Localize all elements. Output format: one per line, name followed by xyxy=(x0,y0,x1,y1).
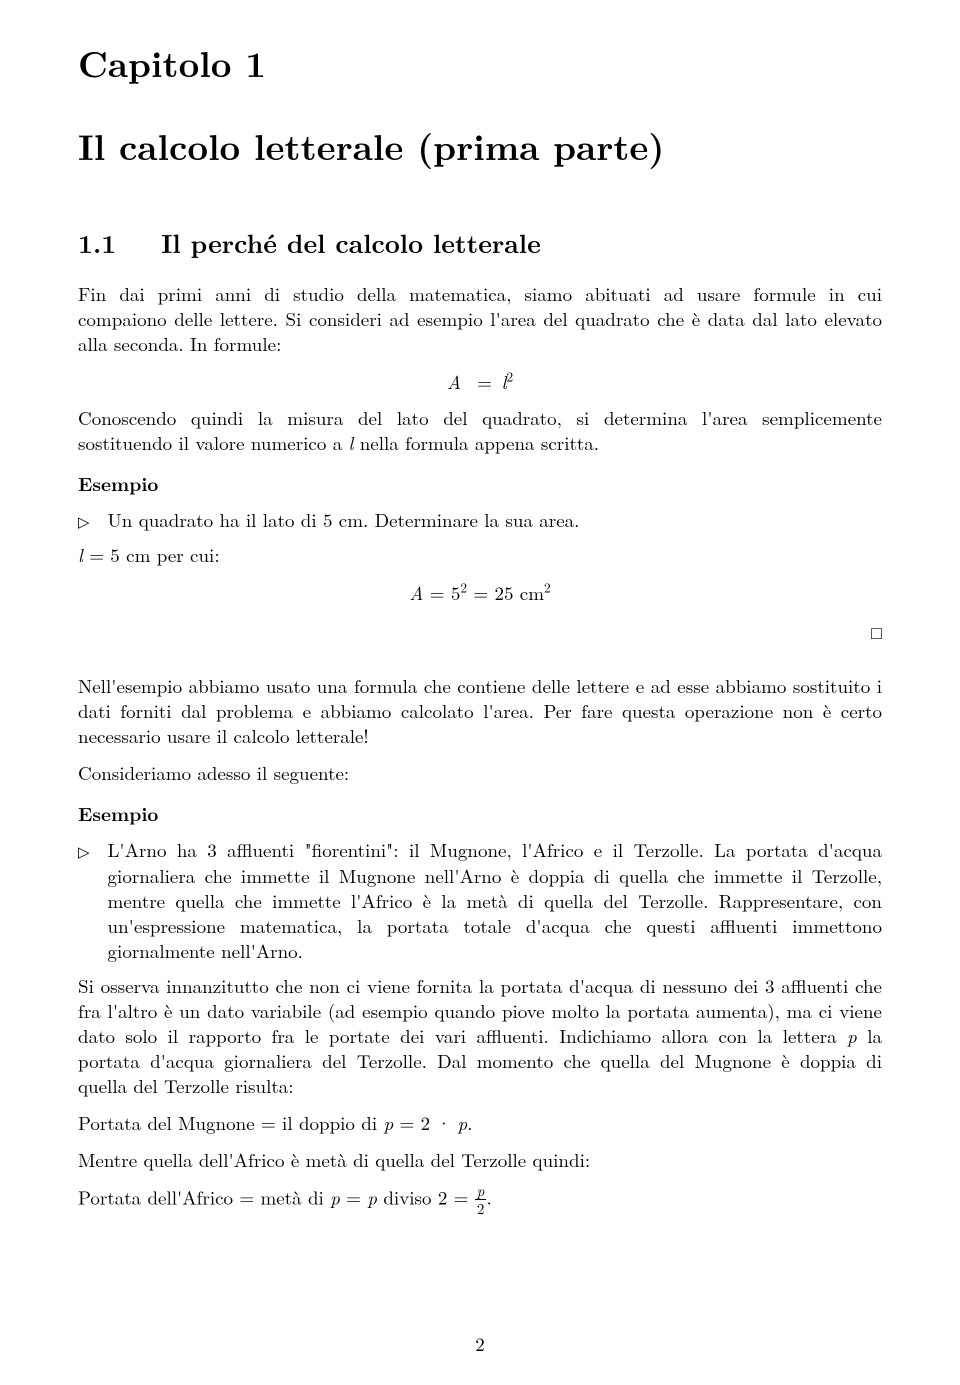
formula-eq: = xyxy=(468,368,502,395)
section-number: 1.1 xyxy=(78,224,116,261)
example-2-text: L'Arno ha 3 affluenti "fiorentini": il M… xyxy=(108,837,882,962)
var-p: p xyxy=(847,1022,857,1049)
example-2: ▷ L'Arno ha 3 affluenti "fiorentini": il… xyxy=(78,837,882,962)
paragraph-intro: Fin dai primi anni di studio della matem… xyxy=(78,281,882,356)
formula-a: A xyxy=(409,579,423,606)
text: Si osserva innanzitutto che non ci viene… xyxy=(78,972,882,1049)
chapter-title: Il calcolo letterale (prima parte) xyxy=(78,126,882,166)
page: Capitolo 1 Il calcolo letterale (prima p… xyxy=(0,0,960,1385)
var-p: p xyxy=(330,1184,340,1211)
text: . xyxy=(467,1109,472,1136)
section-title: 1.1 Il perché del calcolo letterale xyxy=(78,224,882,261)
portata-mugnone: Portata del Mugnone = il doppio di p = 2… xyxy=(78,1110,882,1135)
frac-den: 2 xyxy=(475,1200,487,1216)
paragraph-observation: Si osserva innanzitutto che non ci viene… xyxy=(78,973,882,1098)
text: diviso 2 = xyxy=(377,1184,475,1211)
triangle-icon: ▷ xyxy=(78,841,90,862)
section-heading: Il perché del calcolo letterale xyxy=(161,224,541,261)
paragraph-africo-intro: Mentre quella dell'Africo è metà di quel… xyxy=(78,1147,882,1172)
exp: 2 xyxy=(544,578,551,597)
text: = 5 cm per cui: xyxy=(83,541,220,568)
portata-africo: Portata dell'Africo = metà di p = p divi… xyxy=(78,1184,882,1217)
fraction: p2 xyxy=(475,1183,487,1216)
example-1-given: l = 5 cm per cui: xyxy=(78,542,882,567)
paragraph-after-example: Nell'esempio abbiamo usato una formula c… xyxy=(78,673,882,748)
page-number: 2 xyxy=(0,1330,960,1357)
example-1-text: Un quadrato ha il lato di 5 cm. Determin… xyxy=(108,507,580,532)
esempio-label-2: Esempio xyxy=(78,799,882,827)
formula-lhs: A xyxy=(447,368,461,395)
example-1: ▷ Un quadrato ha il lato di 5 cm. Determ… xyxy=(78,507,882,532)
text: = 5 xyxy=(423,579,460,606)
text: = xyxy=(340,1184,367,1211)
formula-area: A = l2 xyxy=(78,368,882,395)
var-p: p xyxy=(383,1109,393,1136)
text: Portata del Mugnone = il doppio di xyxy=(78,1109,383,1136)
formula-example: A = 52 = 25 cm2 xyxy=(78,579,882,606)
text: = 2 · xyxy=(393,1109,457,1136)
esempio-label-1: Esempio xyxy=(78,469,882,497)
paragraph-consider: Consideriamo adesso il seguente: xyxy=(78,760,882,785)
var-p: p xyxy=(367,1184,377,1211)
var-p: p xyxy=(458,1109,468,1136)
text: . xyxy=(486,1184,491,1211)
qed-box: □ xyxy=(871,620,882,645)
triangle-icon: ▷ xyxy=(78,511,90,532)
chapter-label: Capitolo 1 xyxy=(78,36,882,88)
formula-rhs-exp: 2 xyxy=(506,367,513,386)
text: nella formula appena scritta. xyxy=(353,429,599,456)
text: Portata dell'Africo = metà di xyxy=(78,1184,330,1211)
text: = 25 cm xyxy=(467,579,544,606)
paragraph-known: Conoscendo quindi la misura del lato del… xyxy=(78,405,882,455)
